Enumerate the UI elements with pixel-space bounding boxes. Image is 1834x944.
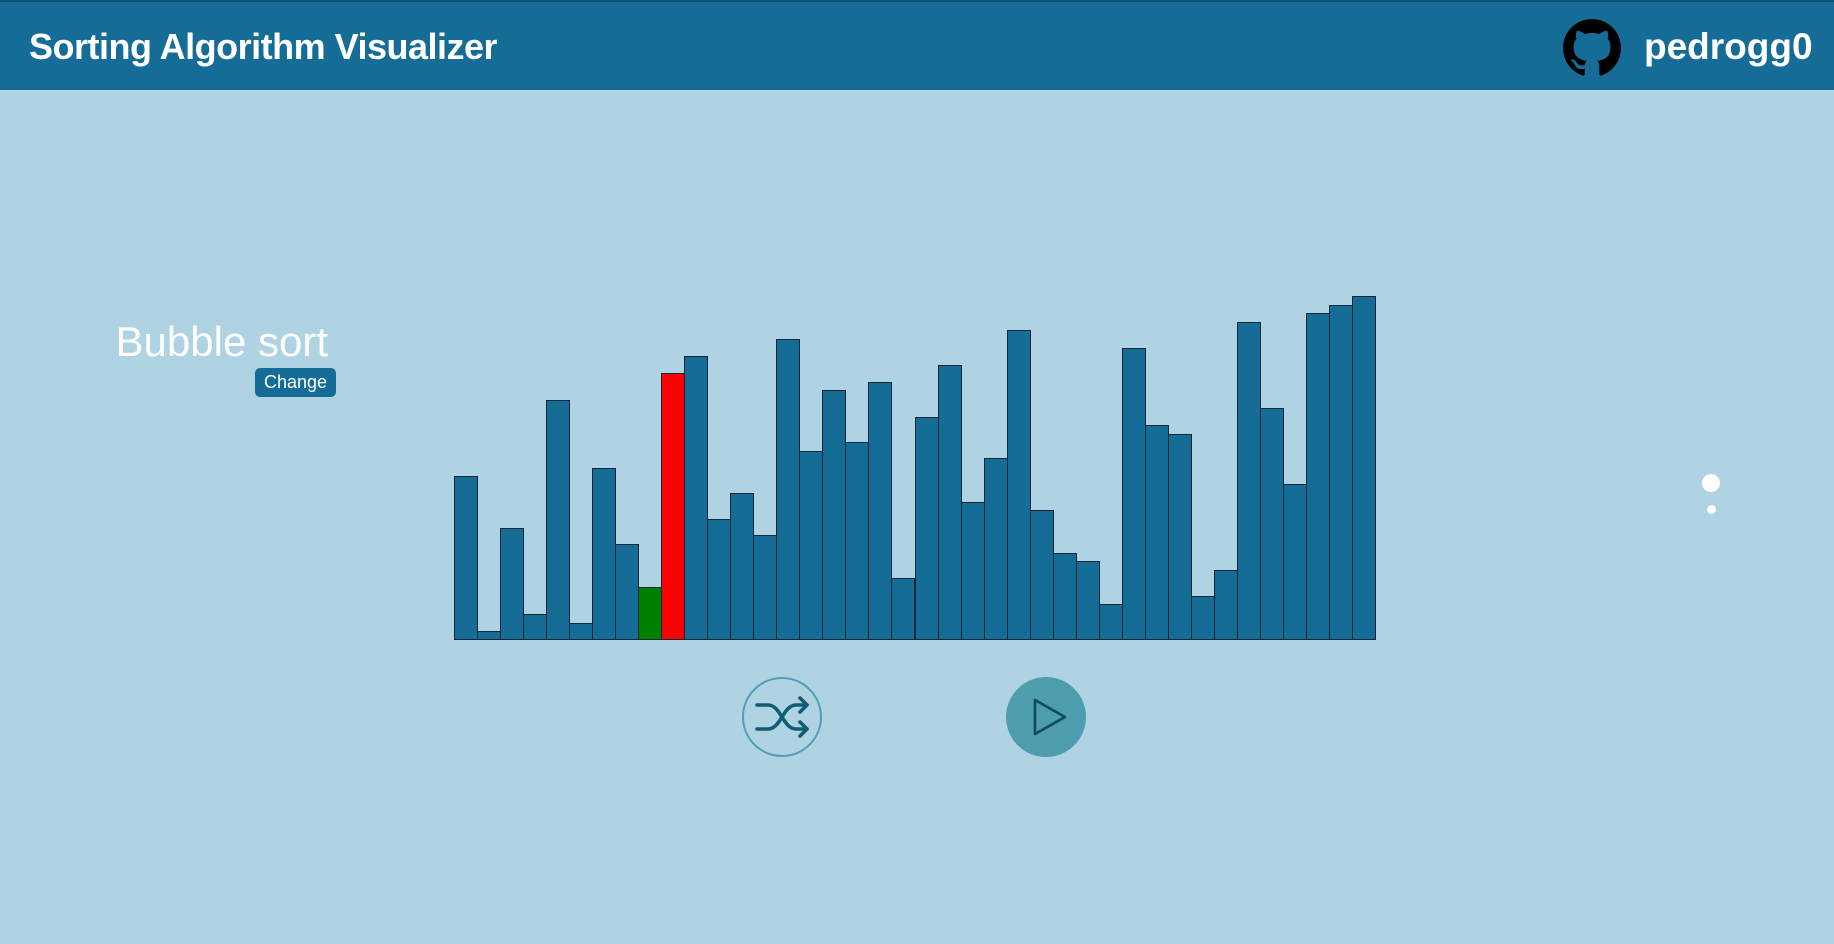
bar-2 (477, 631, 502, 640)
bar-23 (960, 502, 985, 640)
bar-25 (1006, 330, 1031, 640)
bar-11 (684, 356, 709, 640)
bar-3 (500, 528, 525, 640)
bar-10 (661, 373, 686, 640)
bar-38 (1305, 313, 1330, 640)
bar-24 (983, 458, 1008, 640)
bar-39 (1328, 305, 1353, 640)
bar-8 (615, 544, 640, 640)
play-button[interactable] (1006, 677, 1086, 757)
change-algorithm-button[interactable]: Change (255, 368, 337, 397)
bar-15 (776, 339, 801, 640)
bar-29 (1098, 604, 1123, 640)
bar-33 (1190, 596, 1215, 640)
bar-27 (1052, 553, 1077, 640)
bar-37 (1282, 484, 1307, 640)
bar-19 (868, 382, 893, 640)
bar-16 (799, 451, 824, 640)
github-username-link[interactable]: pedrogg0 (1644, 26, 1813, 67)
github-icon[interactable] (1563, 19, 1621, 77)
bar-36 (1259, 408, 1284, 640)
bar-32 (1167, 434, 1192, 640)
bar-13 (730, 493, 755, 640)
bar-31 (1144, 425, 1169, 640)
bar-40 (1351, 296, 1376, 640)
bar-9 (638, 587, 663, 640)
shuffle-icon (755, 696, 809, 738)
bar-5 (546, 400, 571, 640)
bar-14 (753, 535, 778, 640)
bar-18 (845, 442, 870, 640)
shuffle-button[interactable] (742, 677, 822, 757)
bar-7 (592, 468, 617, 640)
play-icon (1033, 698, 1067, 736)
algorithm-name: Bubble sort (115, 318, 328, 365)
bar-26 (1029, 510, 1054, 640)
bar-35 (1236, 322, 1261, 640)
bar-12 (707, 519, 732, 640)
app-title: Sorting Algorithm Visualizer (29, 26, 498, 67)
speed-dot-small[interactable] (1707, 505, 1716, 514)
bar-21 (914, 417, 939, 640)
bar-chart (454, 290, 1376, 640)
bar-30 (1121, 348, 1146, 640)
bar-4 (523, 614, 548, 640)
bar-20 (891, 578, 916, 640)
bar-28 (1075, 561, 1100, 640)
bar-6 (569, 623, 594, 640)
header-bar: Sorting Algorithm Visualizer pedrogg0 (0, 0, 1834, 90)
bar-1 (454, 476, 479, 640)
bar-17 (822, 390, 847, 640)
speed-dot-large[interactable] (1702, 474, 1720, 492)
bar-22 (937, 365, 962, 640)
bar-34 (1213, 570, 1238, 640)
